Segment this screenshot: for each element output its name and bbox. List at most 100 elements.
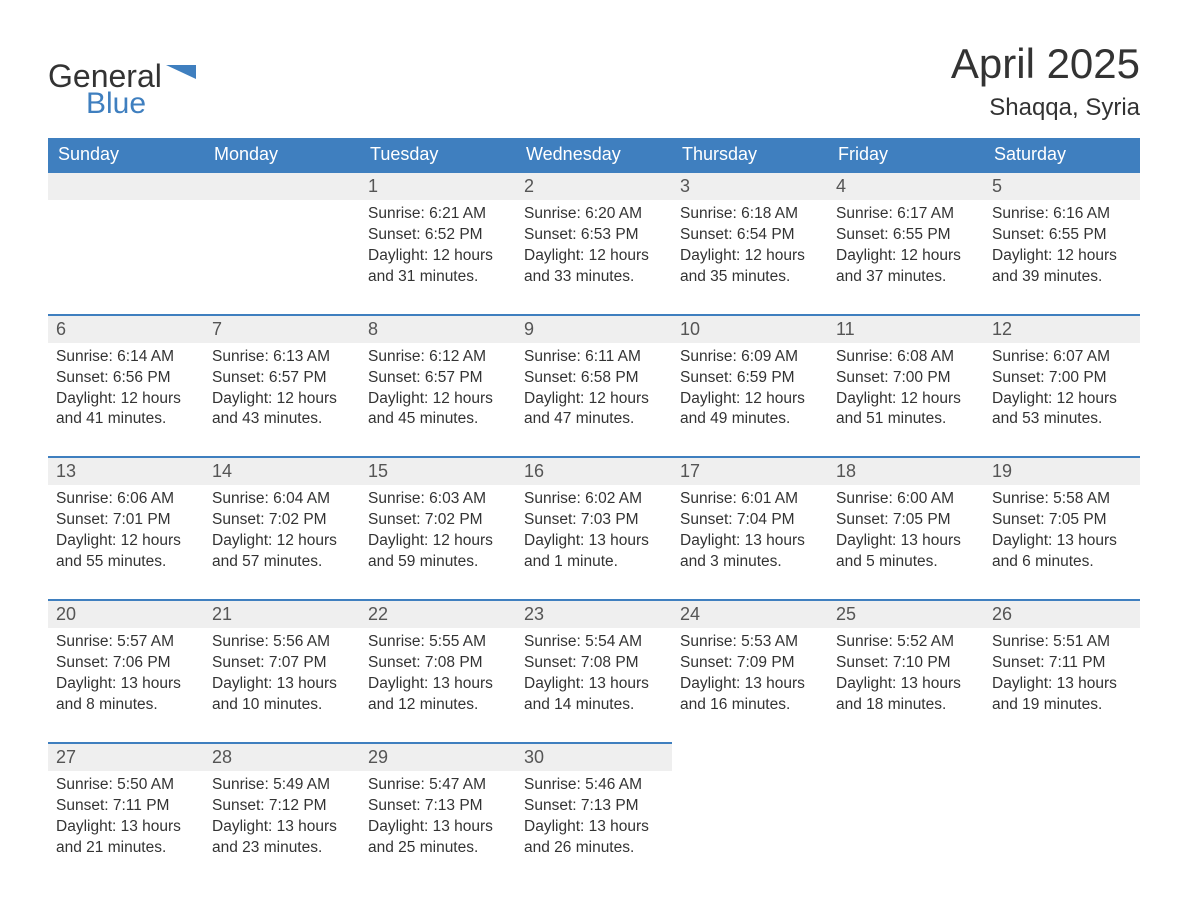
day-info: Sunrise: 5:54 AMSunset: 7:08 PMDaylight:…: [516, 628, 672, 716]
sunset-text: Sunset: 7:03 PM: [524, 510, 664, 531]
daylight-text: and 43 minutes.: [212, 409, 352, 430]
sunrise-text: Sunrise: 5:53 AM: [680, 632, 820, 653]
sunset-text: Sunset: 7:12 PM: [212, 796, 352, 817]
daylight-text: Daylight: 12 hours: [368, 389, 508, 410]
calendar-row: 20Sunrise: 5:57 AMSunset: 7:06 PMDayligh…: [48, 600, 1140, 743]
day-info: Sunrise: 6:09 AMSunset: 6:59 PMDaylight:…: [672, 343, 828, 431]
sunrise-text: Sunrise: 5:49 AM: [212, 775, 352, 796]
daylight-text: Daylight: 12 hours: [56, 389, 196, 410]
day-number: 9: [516, 316, 672, 343]
daylight-text: and 23 minutes.: [212, 838, 352, 859]
location: Shaqqa, Syria: [951, 94, 1140, 122]
sunrise-text: Sunrise: 6:12 AM: [368, 347, 508, 368]
sunset-text: Sunset: 6:53 PM: [524, 225, 664, 246]
sunset-text: Sunset: 6:58 PM: [524, 368, 664, 389]
day-number: 18: [828, 458, 984, 485]
day-number: 3: [672, 173, 828, 200]
day-cell: 21Sunrise: 5:56 AMSunset: 7:07 PMDayligh…: [204, 600, 360, 743]
sunset-text: Sunset: 6:55 PM: [992, 225, 1132, 246]
day-info: Sunrise: 6:06 AMSunset: 7:01 PMDaylight:…: [48, 485, 204, 573]
day-number: 20: [48, 601, 204, 628]
sunrise-text: Sunrise: 5:56 AM: [212, 632, 352, 653]
sunrise-text: Sunrise: 5:47 AM: [368, 775, 508, 796]
day-number: 17: [672, 458, 828, 485]
daylight-text: Daylight: 13 hours: [680, 531, 820, 552]
daylight-text: Daylight: 12 hours: [524, 246, 664, 267]
sunset-text: Sunset: 7:13 PM: [524, 796, 664, 817]
day-info: Sunrise: 6:13 AMSunset: 6:57 PMDaylight:…: [204, 343, 360, 431]
day-number: 19: [984, 458, 1140, 485]
weekday-header: Sunday: [48, 138, 204, 172]
daylight-text: Daylight: 12 hours: [212, 389, 352, 410]
day-info: Sunrise: 5:56 AMSunset: 7:07 PMDaylight:…: [204, 628, 360, 716]
day-info: Sunrise: 6:16 AMSunset: 6:55 PMDaylight:…: [984, 200, 1140, 288]
day-info: Sunrise: 5:53 AMSunset: 7:09 PMDaylight:…: [672, 628, 828, 716]
sunrise-text: Sunrise: 5:58 AM: [992, 489, 1132, 510]
day-info: Sunrise: 5:50 AMSunset: 7:11 PMDaylight:…: [48, 771, 204, 859]
day-info: Sunrise: 6:08 AMSunset: 7:00 PMDaylight:…: [828, 343, 984, 431]
daylight-text: and 14 minutes.: [524, 695, 664, 716]
weekday-header: Tuesday: [360, 138, 516, 172]
daylight-text: Daylight: 12 hours: [992, 389, 1132, 410]
sunset-text: Sunset: 6:55 PM: [836, 225, 976, 246]
day-info: Sunrise: 6:18 AMSunset: 6:54 PMDaylight:…: [672, 200, 828, 288]
sunrise-text: Sunrise: 5:50 AM: [56, 775, 196, 796]
day-cell: 5Sunrise: 6:16 AMSunset: 6:55 PMDaylight…: [984, 172, 1140, 315]
day-cell: 27Sunrise: 5:50 AMSunset: 7:11 PMDayligh…: [48, 743, 204, 885]
sunrise-text: Sunrise: 6:02 AM: [524, 489, 664, 510]
sunrise-text: Sunrise: 6:01 AM: [680, 489, 820, 510]
empty-daynum-strip: [204, 173, 360, 200]
daylight-text: Daylight: 12 hours: [56, 531, 196, 552]
daylight-text: Daylight: 13 hours: [836, 674, 976, 695]
daylight-text: Daylight: 12 hours: [212, 531, 352, 552]
day-number: 25: [828, 601, 984, 628]
daylight-text: Daylight: 12 hours: [836, 389, 976, 410]
day-number: 10: [672, 316, 828, 343]
daylight-text: and 45 minutes.: [368, 409, 508, 430]
sunset-text: Sunset: 6:52 PM: [368, 225, 508, 246]
daylight-text: Daylight: 13 hours: [56, 817, 196, 838]
daylight-text: and 37 minutes.: [836, 267, 976, 288]
daylight-text: and 25 minutes.: [368, 838, 508, 859]
sunset-text: Sunset: 7:11 PM: [992, 653, 1132, 674]
sunset-text: Sunset: 7:09 PM: [680, 653, 820, 674]
daylight-text: Daylight: 13 hours: [524, 674, 664, 695]
day-cell: 12Sunrise: 6:07 AMSunset: 7:00 PMDayligh…: [984, 315, 1140, 458]
day-info: Sunrise: 5:46 AMSunset: 7:13 PMDaylight:…: [516, 771, 672, 859]
sunrise-text: Sunrise: 6:11 AM: [524, 347, 664, 368]
day-info: Sunrise: 6:01 AMSunset: 7:04 PMDaylight:…: [672, 485, 828, 573]
empty-cell: [204, 172, 360, 315]
daylight-text: and 35 minutes.: [680, 267, 820, 288]
day-number: 21: [204, 601, 360, 628]
daylight-text: Daylight: 13 hours: [992, 674, 1132, 695]
daylight-text: and 53 minutes.: [992, 409, 1132, 430]
sunrise-text: Sunrise: 6:09 AM: [680, 347, 820, 368]
day-number: 11: [828, 316, 984, 343]
sunset-text: Sunset: 7:01 PM: [56, 510, 196, 531]
sunset-text: Sunset: 7:08 PM: [524, 653, 664, 674]
day-info: Sunrise: 6:04 AMSunset: 7:02 PMDaylight:…: [204, 485, 360, 573]
weekday-header: Saturday: [984, 138, 1140, 172]
sunset-text: Sunset: 7:05 PM: [836, 510, 976, 531]
day-info: Sunrise: 6:02 AMSunset: 7:03 PMDaylight:…: [516, 485, 672, 573]
day-info: Sunrise: 6:07 AMSunset: 7:00 PMDaylight:…: [984, 343, 1140, 431]
empty-cell: [48, 172, 204, 315]
day-info: Sunrise: 6:00 AMSunset: 7:05 PMDaylight:…: [828, 485, 984, 573]
day-cell: 19Sunrise: 5:58 AMSunset: 7:05 PMDayligh…: [984, 457, 1140, 600]
weekday-header-row: Sunday Monday Tuesday Wednesday Thursday…: [48, 138, 1140, 172]
day-number: 14: [204, 458, 360, 485]
logo-word2: Blue: [86, 87, 196, 121]
day-cell: 9Sunrise: 6:11 AMSunset: 6:58 PMDaylight…: [516, 315, 672, 458]
daylight-text: Daylight: 13 hours: [524, 531, 664, 552]
daylight-text: and 59 minutes.: [368, 552, 508, 573]
sunrise-text: Sunrise: 6:07 AM: [992, 347, 1132, 368]
day-info: Sunrise: 5:47 AMSunset: 7:13 PMDaylight:…: [360, 771, 516, 859]
daylight-text: Daylight: 13 hours: [56, 674, 196, 695]
day-cell: 18Sunrise: 6:00 AMSunset: 7:05 PMDayligh…: [828, 457, 984, 600]
calendar-row: 13Sunrise: 6:06 AMSunset: 7:01 PMDayligh…: [48, 457, 1140, 600]
calendar-row: 27Sunrise: 5:50 AMSunset: 7:11 PMDayligh…: [48, 743, 1140, 885]
day-cell: 7Sunrise: 6:13 AMSunset: 6:57 PMDaylight…: [204, 315, 360, 458]
day-cell: 24Sunrise: 5:53 AMSunset: 7:09 PMDayligh…: [672, 600, 828, 743]
day-number: 6: [48, 316, 204, 343]
page-header: General Blue April 2025 Shaqqa, Syria: [48, 40, 1140, 122]
